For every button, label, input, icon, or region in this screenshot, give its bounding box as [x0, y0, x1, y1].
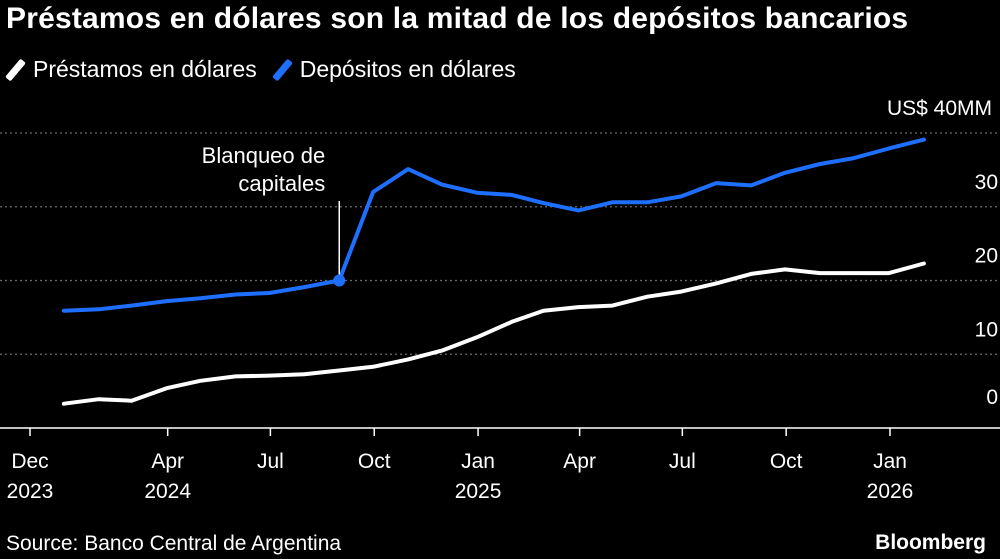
legend: Préstamos en dólares Depósitos en dólare… — [5, 56, 532, 83]
annotation-label-line2: capitales — [238, 171, 325, 196]
series-line-deposits — [61, 137, 926, 313]
series-line-loans — [61, 261, 926, 406]
y-tick-label-30: 30 — [975, 171, 998, 194]
y-tick-label-10: 10 — [975, 318, 998, 341]
x-tick-label-4: Jan — [461, 450, 495, 473]
legend-item-deposits: Depósitos en dólares — [271, 56, 516, 83]
y-tick-label-0: 0 — [986, 386, 998, 409]
legend-item-loans: Préstamos en dólares — [5, 56, 257, 83]
x-tick-label-1: Apr — [151, 450, 184, 473]
x-tick-year-label-4: 2025 — [455, 480, 502, 503]
x-tick-year-label-0: 2023 — [7, 480, 54, 503]
x-tick-label-6: Jul — [669, 450, 696, 473]
x-tick-label-5: Apr — [563, 450, 596, 473]
y-unit-label: US$ 40MM — [887, 97, 992, 120]
chart-title: Préstamos en dólares son la mitad de los… — [6, 2, 909, 35]
legend-label-loans: Préstamos en dólares — [33, 56, 257, 82]
annotation-point — [333, 274, 346, 287]
y-tick-label-20: 20 — [975, 245, 998, 268]
x-tick-year-label-1: 2024 — [144, 480, 191, 503]
annotation-label-line1: Blanqueo de — [202, 143, 326, 168]
x-tick-label-0: Dec — [11, 450, 48, 473]
legend-label-deposits: Depósitos en dólares — [299, 56, 516, 82]
x-tick-year-label-8: 2026 — [867, 480, 914, 503]
source-note: Source: Banco Central de Argentina — [6, 532, 342, 555]
x-tick-label-2: Jul — [257, 450, 284, 473]
x-tick-label-3: Oct — [358, 450, 391, 473]
bloomberg-logo: Bloomberg — [875, 531, 986, 554]
x-tick-label-8: Jan — [873, 450, 907, 473]
x-tick-label-7: Oct — [770, 450, 803, 473]
